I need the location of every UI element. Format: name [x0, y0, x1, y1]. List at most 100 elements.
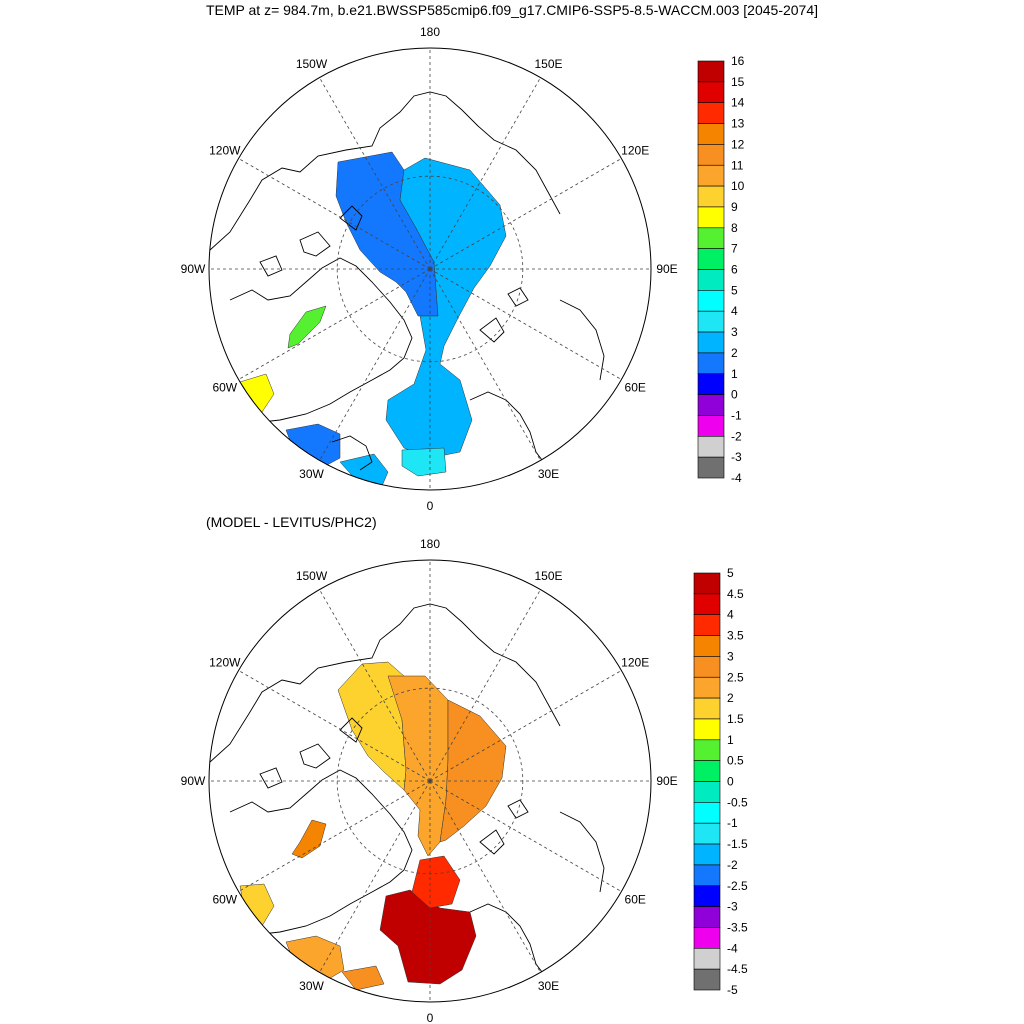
- meridian-line: [238, 780, 431, 892]
- colorbar-label: 0.5: [727, 754, 744, 768]
- colorbar-label: -2.5: [727, 879, 748, 893]
- meridian-line: [238, 158, 431, 270]
- bottom-colorbar: 5 4.5 4 3.5 3 2.5 2 1.5 1 0.5 0 -0.5 -1 -1.5 -2 -2.5 -3 -…: [693, 566, 748, 997]
- colorbar-swatch: [697, 352, 725, 375]
- colorbar-label: 1.5: [727, 712, 744, 726]
- colorbar-swatch: [697, 60, 725, 83]
- colorbar-label: 7: [731, 242, 738, 256]
- colorbar-label: 14: [731, 96, 745, 110]
- meridian-line: [429, 268, 541, 461]
- colorbar-label: 6: [731, 263, 738, 277]
- longitude-label: 90E: [656, 262, 677, 276]
- colorbar-label: -3.5: [727, 920, 748, 934]
- colorbar-label: -4: [731, 471, 742, 485]
- bottom-graticule: [209, 560, 651, 1002]
- bottom-field-norwegian-patch: [341, 965, 385, 991]
- colorbar-label: 4: [727, 608, 734, 622]
- colorbar-label: 3.5: [727, 629, 744, 643]
- longitude-label: 30E: [538, 979, 559, 993]
- longitude-label: 30W: [299, 467, 324, 481]
- colorbar-swatch: [697, 248, 725, 270]
- colorbar-label: -1.5: [727, 837, 748, 851]
- colorbar-swatch: [693, 781, 721, 803]
- colorbar-label: 2: [731, 346, 738, 360]
- colorbar-swatch: [693, 635, 721, 657]
- top-field-baffin-patch: [287, 305, 327, 349]
- colorbar-label: -3: [731, 450, 742, 464]
- meridian-line: [429, 589, 541, 782]
- colorbar-swatch: [693, 656, 721, 678]
- colorbar-swatch: [697, 290, 725, 312]
- longitude-label: 30E: [538, 467, 559, 481]
- longitude-label: 120W: [209, 656, 241, 670]
- colorbar-swatch: [697, 269, 725, 291]
- colorbar-label: 0: [727, 775, 734, 789]
- meridian-line: [429, 77, 541, 270]
- colorbar-swatch: [693, 947, 721, 970]
- longitude-label: 90W: [181, 774, 206, 788]
- longitude-label: 30W: [299, 979, 324, 993]
- colorbar-label: -2: [731, 429, 742, 443]
- longitude-label: 90W: [181, 262, 206, 276]
- colorbar-swatch: [693, 927, 721, 949]
- meridian-line: [319, 589, 431, 782]
- colorbar-label: -4.5: [727, 962, 748, 976]
- top-field-greenland-sea-patch: [285, 423, 341, 471]
- colorbar-label: -2: [727, 858, 738, 872]
- colorbar-label: 1: [727, 733, 734, 747]
- colorbar-swatch: [697, 164, 725, 187]
- colorbar-swatch: [693, 718, 721, 741]
- longitude-label: 120E: [621, 144, 649, 158]
- longitude-label: 0: [427, 1011, 434, 1024]
- colorbar-swatch: [693, 864, 721, 887]
- longitude-label: 150W: [296, 569, 328, 583]
- colorbar-label: -1: [727, 816, 738, 830]
- colorbar-label: -3: [727, 900, 738, 914]
- bottom-field-east-region: [439, 699, 507, 843]
- longitude-label: 60W: [212, 381, 237, 395]
- colorbar-swatch: [693, 843, 721, 866]
- top-field-main-region: [385, 157, 507, 459]
- top-polar-map: 180 150E 120E 90E 60E 30E 0 30W 60W 90W 120W 150W: [181, 25, 678, 513]
- top-field: [239, 151, 507, 487]
- colorbar-swatch: [693, 885, 721, 907]
- colorbar-swatch: [693, 676, 721, 699]
- colorbar-swatch: [697, 185, 725, 208]
- colorbar-swatch: [697, 415, 725, 437]
- colorbar-swatch: [697, 206, 725, 229]
- colorbar-label: 3: [727, 649, 734, 663]
- colorbar-swatch: [697, 456, 725, 479]
- colorbar-swatch: [697, 331, 725, 354]
- longitude-label: 60E: [625, 381, 646, 395]
- meridian-line: [429, 158, 622, 270]
- colorbar-label: 2.5: [727, 670, 744, 684]
- colorbar-swatch: [697, 144, 725, 166]
- colorbar-label: 5: [727, 566, 734, 580]
- colorbar-swatch: [693, 739, 721, 761]
- colorbar-swatch: [693, 968, 721, 991]
- colorbar-label: 15: [731, 75, 745, 89]
- meridian-line: [319, 77, 431, 270]
- colorbar-swatch: [693, 593, 721, 615]
- meridian-line: [319, 780, 431, 973]
- colorbar-swatch: [697, 310, 725, 333]
- colorbar-label: -5: [727, 983, 738, 997]
- top-longitude-labels: 180 150E 120E 90E 60E 30E 0 30W 60W 90W 120W 150W: [181, 25, 678, 513]
- bottom-field-labrador-patch: [239, 883, 275, 927]
- colorbar-label: 0: [731, 388, 738, 402]
- longitude-label: 120W: [209, 144, 241, 158]
- bottom-polar-map: 180 150E 120E 90E 60E 30E 0 30W 60W 90W 120W 150W: [181, 537, 678, 1024]
- longitude-label: 150E: [534, 569, 562, 583]
- colorbar-swatch: [697, 81, 725, 103]
- colorbar-swatch: [693, 697, 721, 720]
- colorbar-swatch: [697, 373, 725, 395]
- colorbar-label: 4.5: [727, 587, 744, 601]
- colorbar-label: 5: [731, 283, 738, 297]
- longitude-label: 180: [420, 25, 440, 39]
- colorbar-label: 9: [731, 200, 738, 214]
- colorbar-label: -1: [731, 408, 742, 422]
- longitude-label: 0: [427, 499, 434, 513]
- bottom-field: [239, 661, 507, 991]
- colorbar-swatch: [693, 822, 721, 845]
- colorbar-label: -4: [727, 941, 738, 955]
